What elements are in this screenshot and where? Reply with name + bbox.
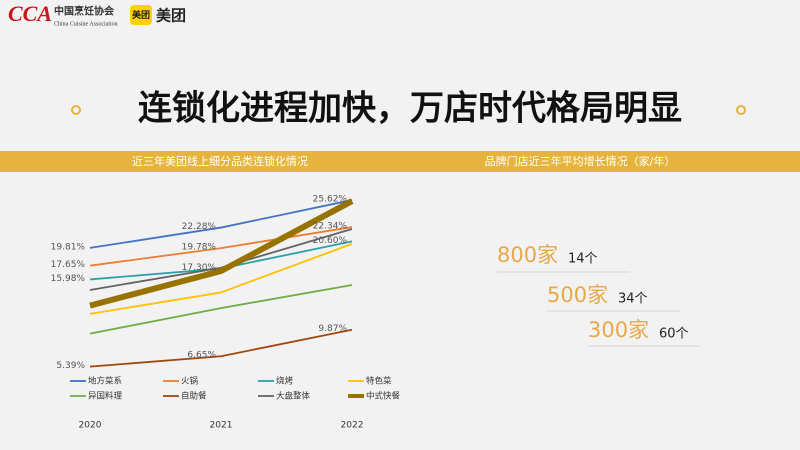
legend-label: 烧烤 bbox=[276, 376, 294, 387]
data-label: 15.98% bbox=[51, 274, 86, 284]
x-tick-label: 2020 bbox=[79, 421, 102, 431]
legend-label: 自助餐 bbox=[181, 391, 207, 402]
title: 连锁化进程加快，万店时代格局明显 bbox=[138, 89, 682, 129]
series-line bbox=[89, 243, 353, 315]
series-line bbox=[89, 226, 353, 267]
legend-label: 大盘整体 bbox=[276, 391, 311, 402]
brand-name: 美团 bbox=[156, 7, 186, 25]
legend-label: 中式快餐 bbox=[366, 391, 401, 402]
title-deco bbox=[71, 105, 81, 115]
legend-label: 地方菜系 bbox=[88, 376, 122, 387]
data-label: 5.39% bbox=[56, 361, 85, 371]
store-growth: 34个 bbox=[618, 292, 648, 307]
section-heading: 近三年美团线上细分品类连锁化情况 bbox=[132, 154, 308, 168]
section-bar bbox=[0, 151, 800, 172]
store-scale: 800家 bbox=[497, 243, 558, 267]
data-label: 19.81% bbox=[51, 242, 86, 252]
legend-label: 特色菜 bbox=[366, 376, 392, 387]
data-label: 19.78% bbox=[182, 243, 217, 253]
data-label: 20.60% bbox=[313, 236, 348, 246]
data-label: 6.65% bbox=[187, 351, 216, 361]
section-heading: 品牌门店近三年平均增长情况（家/年） bbox=[485, 154, 676, 168]
brand-badge-text: 美团 bbox=[132, 9, 150, 21]
data-label: 17.65% bbox=[51, 260, 86, 270]
x-tick-label: 2022 bbox=[341, 421, 364, 431]
data-label: 9.87% bbox=[318, 324, 347, 334]
data-label: 17.30% bbox=[182, 263, 217, 273]
store-scale: 500家 bbox=[547, 283, 608, 307]
data-label: 25.62% bbox=[313, 195, 348, 205]
org-name: 中国烹饪协会 bbox=[54, 5, 114, 18]
data-label: 22.34% bbox=[313, 222, 348, 232]
x-tick-label: 2021 bbox=[210, 421, 233, 431]
series-line bbox=[89, 284, 353, 335]
data-label: 22.28% bbox=[182, 222, 217, 232]
store-growth: 14个 bbox=[568, 252, 598, 267]
logo-mark: CCA bbox=[8, 1, 52, 26]
store-scale: 300家 bbox=[588, 318, 649, 342]
legend-label: 火锅 bbox=[181, 376, 198, 387]
series-line bbox=[89, 199, 353, 249]
title-deco bbox=[736, 105, 746, 115]
org-name-en: China Cuisine Association bbox=[54, 21, 118, 27]
series-line bbox=[89, 328, 353, 368]
store-growth: 60个 bbox=[659, 327, 689, 342]
series-line bbox=[89, 198, 354, 309]
brand-badge bbox=[130, 5, 152, 25]
legend-label: 异国料理 bbox=[88, 391, 123, 402]
